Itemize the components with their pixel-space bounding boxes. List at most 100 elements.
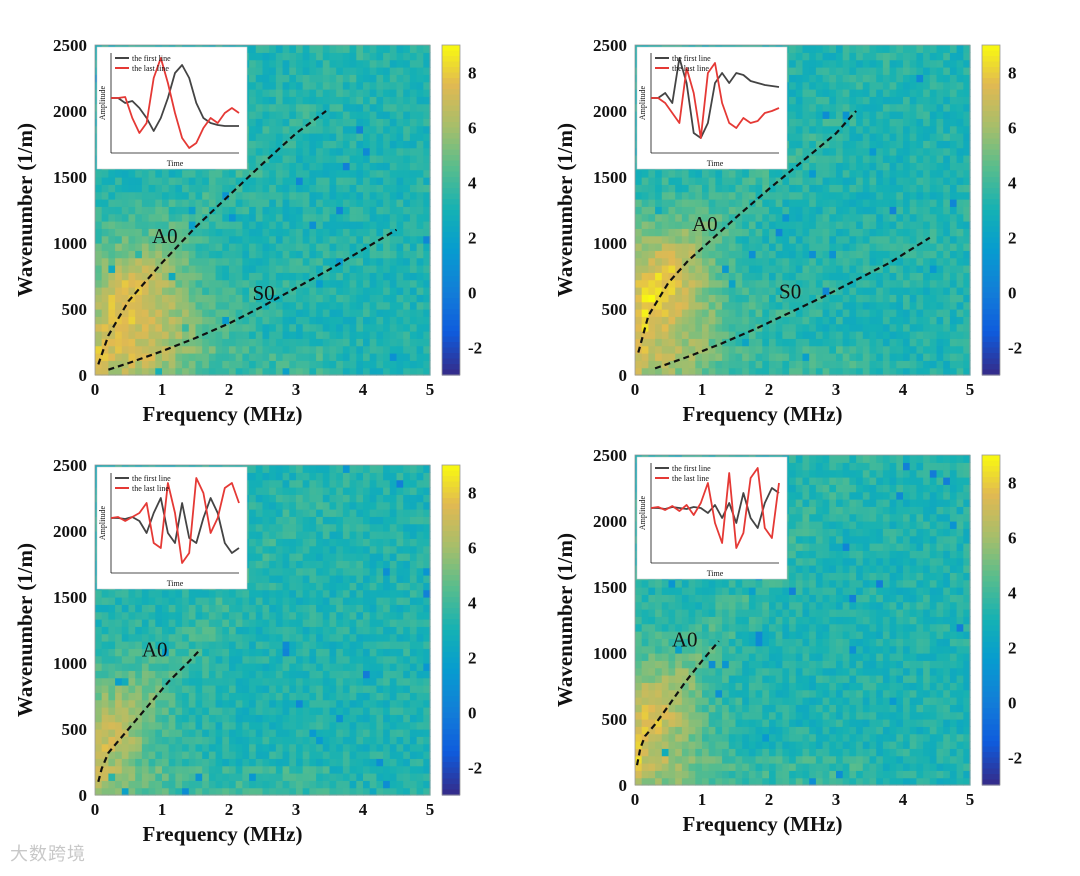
heatmap-cell <box>748 294 757 303</box>
heatmap-cell <box>755 221 763 229</box>
heatmap-cell <box>882 243 891 251</box>
heatmap-cell <box>95 633 103 642</box>
heatmap-cell <box>369 111 377 119</box>
heatmap-cell <box>121 787 130 796</box>
heatmap-cell <box>423 74 431 83</box>
heatmap-cell <box>822 125 830 134</box>
heatmap-cell <box>235 191 243 200</box>
heatmap-cell <box>668 213 676 222</box>
heatmap-cell <box>708 309 716 317</box>
heatmap-cell <box>923 177 931 185</box>
heatmap-cell <box>963 191 971 200</box>
heatmap-cell <box>815 287 824 295</box>
heatmap-cell <box>329 118 337 127</box>
heatmap-cell <box>262 279 270 288</box>
heatmap-cell <box>155 213 163 222</box>
heatmap-cell <box>722 265 730 273</box>
heatmap-cell <box>95 751 103 759</box>
heatmap-cell <box>795 118 804 127</box>
heatmap-cell <box>356 89 364 97</box>
heatmap-cell <box>349 309 357 317</box>
heatmap-cell <box>128 707 136 715</box>
heatmap-cell <box>363 213 371 222</box>
heatmap-cell <box>289 125 297 134</box>
heatmap-cell <box>101 228 109 237</box>
heatmap-cell <box>376 301 384 310</box>
heatmap-cell <box>802 67 810 75</box>
heatmap-cell <box>963 294 971 303</box>
colorbar-segment <box>442 276 460 283</box>
heatmap-cell <box>108 721 116 730</box>
heatmap-cell <box>936 323 944 332</box>
heatmap-cell <box>862 323 871 332</box>
heatmap-cell <box>222 177 230 185</box>
heatmap-cell <box>882 221 891 229</box>
heatmap-cell <box>128 597 136 605</box>
heatmap-cell <box>128 250 136 259</box>
heatmap-cell <box>369 67 377 75</box>
heatmap-cell <box>728 338 737 347</box>
heatmap-cell <box>95 641 103 649</box>
heatmap-cell <box>141 206 150 215</box>
colorbar-segment <box>442 100 460 107</box>
heatmap-cell <box>635 265 643 273</box>
heatmap-cell <box>229 213 237 222</box>
heatmap-cell <box>655 360 663 369</box>
heatmap-cell <box>882 257 891 266</box>
heatmap-cell <box>135 191 143 200</box>
heatmap-cell <box>896 235 904 244</box>
heatmap-cell <box>795 294 804 303</box>
heatmap-cell <box>282 118 290 127</box>
heatmap-cell <box>235 177 243 185</box>
heatmap-cell <box>943 177 951 185</box>
heatmap-cell <box>329 81 337 90</box>
heatmap-cell <box>101 787 109 796</box>
heatmap-cell <box>802 184 810 193</box>
heatmap-cell <box>316 169 324 178</box>
heatmap-cell <box>655 213 663 222</box>
heatmap-cell <box>329 89 337 97</box>
y-tick-label: 2500 <box>593 36 627 55</box>
heatmap-cell <box>789 169 797 178</box>
heatmap-cell <box>695 272 703 281</box>
heatmap-cell <box>869 45 877 53</box>
heatmap-cell <box>849 103 857 112</box>
heatmap-cell <box>849 184 857 193</box>
heatmap-cell <box>909 169 917 178</box>
heatmap-cell <box>255 74 264 83</box>
heatmap-cell <box>175 323 183 332</box>
heatmap-cell <box>929 162 938 171</box>
heatmap-cell <box>168 177 176 185</box>
heatmap-cell <box>916 294 924 303</box>
heatmap-cell <box>675 265 683 273</box>
heatmap-cell <box>322 272 331 281</box>
heatmap-cell <box>363 140 371 149</box>
heatmap-cell <box>755 338 763 347</box>
heatmap-cell <box>936 147 944 156</box>
heatmap-cell <box>695 221 703 229</box>
heatmap-cell <box>949 140 958 149</box>
heatmap-cell <box>849 74 857 83</box>
heatmap-cell <box>383 81 391 90</box>
heatmap-cell <box>115 633 123 642</box>
heatmap-cell <box>916 338 924 347</box>
heatmap-cell <box>396 111 404 119</box>
colorbar-segment <box>442 353 460 360</box>
heatmap-cell <box>836 228 844 237</box>
colorbar-segment <box>982 259 1000 266</box>
heatmap-cell <box>383 125 391 134</box>
heatmap-cell <box>389 206 398 215</box>
heatmap-cell <box>896 213 904 222</box>
heatmap-cell <box>376 221 384 229</box>
heatmap-cell <box>795 316 804 325</box>
heatmap-cell <box>769 177 777 185</box>
heatmap-cell <box>423 133 431 141</box>
heatmap-cell <box>929 353 938 361</box>
heatmap-cell <box>222 353 230 361</box>
heatmap-cell <box>349 265 357 273</box>
heatmap-cell <box>849 206 857 215</box>
legend-first-line: the first line <box>672 54 711 63</box>
heatmap-cell <box>789 338 797 347</box>
heatmap-cell <box>869 177 877 185</box>
heatmap-cell <box>943 111 951 119</box>
